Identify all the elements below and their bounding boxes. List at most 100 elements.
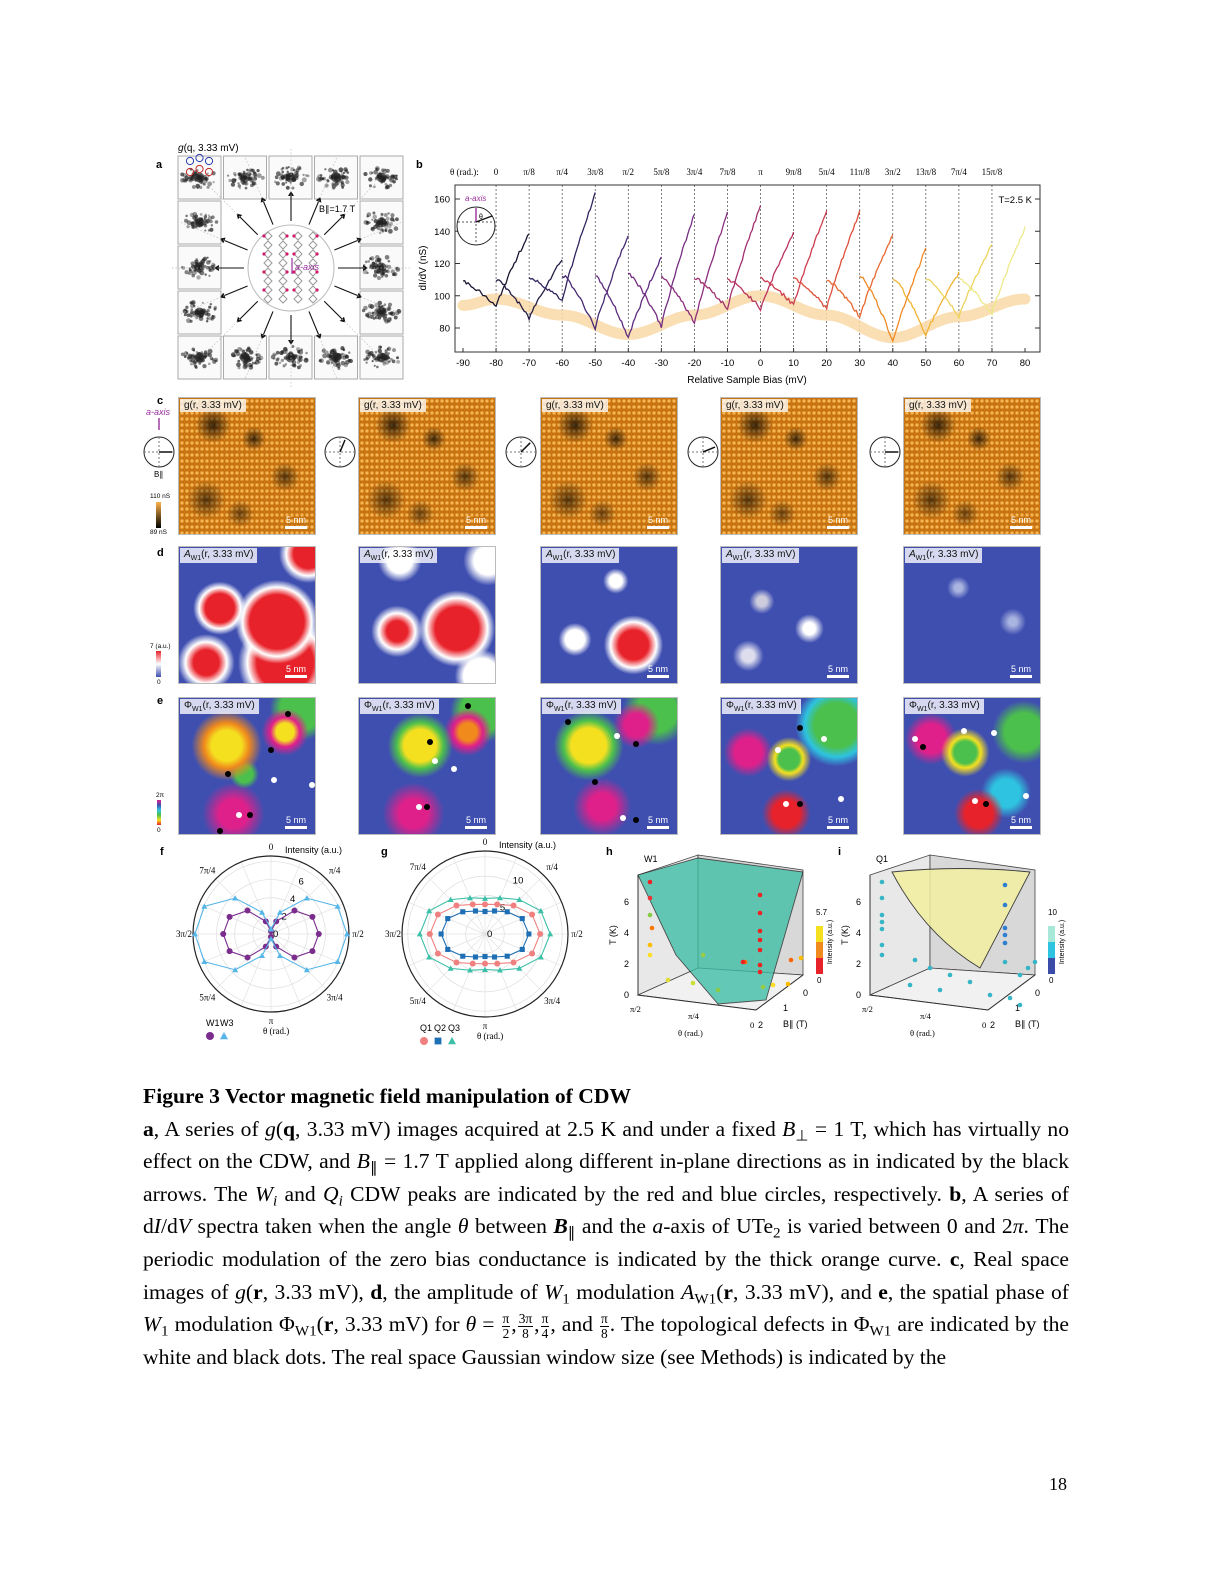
fft-tile	[177, 290, 222, 335]
data-point	[647, 912, 653, 918]
spectrum-curve	[793, 210, 861, 311]
e-image-label: ΦW1(r, 3.33 mV)	[542, 699, 621, 714]
data-point-Q2	[504, 953, 510, 959]
scale-bar: 5 nm	[647, 515, 669, 529]
caption-run: CDW peaks are indicated by the red and b…	[342, 1181, 950, 1206]
angle-tick-label: 3π/4	[544, 996, 561, 1006]
phase-boundary-surface	[891, 868, 1031, 969]
data-point-Q2	[445, 916, 451, 922]
caption-run: -axis of UTe	[663, 1214, 774, 1239]
data-point-W3	[232, 895, 239, 901]
topological-defect-dot	[796, 801, 803, 808]
caption-run: = 1 T, which has virtually no effect on …	[143, 1116, 1069, 1174]
x-tick-label: -40	[621, 358, 635, 369]
caption-run: W1	[694, 1291, 717, 1308]
spectrum-curve	[892, 271, 960, 338]
data-point-Q3	[467, 967, 474, 973]
scale-bar: 5 nm	[465, 664, 487, 678]
topological-defect-dot	[309, 782, 315, 789]
topological-defect-dot	[592, 779, 599, 786]
panel-tag-d: d	[157, 547, 164, 559]
data-point	[757, 962, 763, 968]
caption-run: W	[143, 1312, 161, 1337]
e-colorbar-max: 2π	[156, 792, 165, 799]
x-tick-label: 0	[750, 1020, 754, 1030]
data-point-W3	[268, 926, 274, 932]
panel-a-title: g(q, 3.33 mV)	[178, 143, 239, 154]
legend-marker	[220, 1032, 228, 1040]
data-point-Q2	[491, 954, 498, 960]
spectrum-curve	[561, 235, 629, 332]
z-tick-label: 2	[758, 1020, 763, 1030]
data-point-W1	[226, 948, 233, 955]
d-image-label: AW1(r, 3.33 mV)	[360, 548, 438, 563]
scale-bar: 5 nm	[1010, 815, 1032, 829]
d-image-label: AW1(r, 3.33 mV)	[180, 548, 258, 563]
scale-bar: 5 nm	[827, 664, 849, 678]
caption-run: i	[272, 1193, 278, 1210]
spectrum-curve	[859, 247, 927, 344]
y-axis-label: dI/dV (nS)	[418, 245, 429, 290]
caption-run: a	[652, 1214, 664, 1239]
data-point-Q1	[537, 931, 544, 937]
spectrum-curve	[595, 256, 662, 339]
colorbar-label: Intensity (a.u.)	[827, 920, 834, 964]
data-point-Q2	[445, 946, 451, 952]
panel-tag-a: a	[156, 159, 163, 171]
theta-label: 5π/4	[819, 167, 836, 177]
caption-run: , 3.33 mV),	[262, 1279, 371, 1304]
caption-run: and the	[575, 1214, 653, 1239]
x-tick-label: -10	[721, 358, 735, 369]
e-image: ΦW1(r, 3.33 mV) 5 nm	[358, 697, 496, 835]
y-tick-label: 160	[434, 195, 450, 206]
data-point-W3	[232, 966, 239, 973]
data-point	[937, 987, 943, 993]
data-point	[879, 879, 885, 885]
topological-defect-dot	[796, 724, 803, 731]
topological-defect-dot	[982, 801, 989, 808]
caption-run: ∥	[567, 1225, 576, 1242]
data-point-W3	[191, 931, 198, 937]
caption-run: r	[253, 1279, 263, 1304]
e-image: ΦW1(r, 3.33 mV) 5 nm	[720, 697, 858, 835]
data-point-Q1	[453, 959, 460, 966]
caption-run: =	[476, 1312, 501, 1337]
colorbar-min: 0	[817, 976, 822, 985]
radial-tick-label: 4	[290, 894, 295, 905]
data-point-Q2	[491, 908, 498, 914]
caption-run: 1	[562, 1291, 570, 1308]
caption-run: , A series of	[153, 1116, 266, 1141]
inset-axis-label: a-axis	[465, 194, 486, 203]
spectrum-curve	[925, 244, 993, 320]
topological-defect-dot	[633, 741, 640, 748]
fft-tile	[177, 245, 222, 290]
topological-defect-dot	[246, 811, 253, 818]
radial-tick-label: 0	[487, 929, 492, 940]
panel-tag-i: i	[838, 846, 841, 858]
data-point	[947, 972, 953, 978]
data-point	[798, 955, 804, 961]
a-axis-label: a-axis	[295, 262, 320, 272]
data-point	[1017, 972, 1023, 978]
topological-defect-dot	[911, 735, 918, 742]
data-point	[665, 977, 671, 983]
data-point	[879, 926, 885, 932]
caption-run: , A series of d	[143, 1181, 1069, 1239]
x-tick-label: 30	[854, 358, 865, 369]
data-point-Q3	[496, 967, 503, 973]
panel-b: b θ (rad.): 0 π/8 π/4 3π/8 π/2 5π/8 3π/4 7π/8 π 9…	[416, 159, 1041, 386]
fft-tile	[359, 245, 404, 290]
d-image: AW1(r, 3.33 mV) 5 nm	[903, 546, 1041, 684]
caption-run: (	[275, 1116, 284, 1141]
caption-run: modulation	[569, 1279, 682, 1304]
c-image: g(r, 3.33 mV) 5 nm	[540, 397, 678, 535]
caption-run: (	[716, 1279, 724, 1304]
c-colorbar-max: 110 nS	[150, 493, 171, 500]
radial-axis-label: Intensity (a.u.)	[499, 840, 556, 850]
angular-axis-label: θ (rad.)	[477, 1031, 503, 1041]
theta-label: 7π/8	[719, 167, 736, 177]
field-arrow-icon	[475, 215, 493, 223]
angle-tick-label: 3π/2	[176, 929, 192, 939]
data-point	[967, 979, 973, 985]
field-direction-icon	[687, 436, 719, 468]
